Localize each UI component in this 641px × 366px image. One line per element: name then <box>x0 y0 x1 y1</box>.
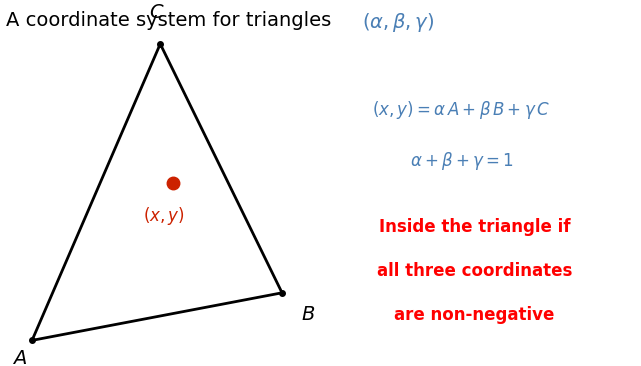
Text: $C$: $C$ <box>149 4 165 22</box>
Text: Inside the triangle if: Inside the triangle if <box>379 218 570 236</box>
Text: $(x, y)$: $(x, y)$ <box>142 205 185 227</box>
Text: $\alpha + \beta + \gamma = 1$: $\alpha + \beta + \gamma = 1$ <box>410 150 513 172</box>
Text: are non-negative: are non-negative <box>394 306 554 324</box>
Text: $B$: $B$ <box>301 306 315 324</box>
Text: A coordinate system for triangles: A coordinate system for triangles <box>6 11 331 30</box>
Text: $A$: $A$ <box>12 350 27 366</box>
Text: all three coordinates: all three coordinates <box>377 262 572 280</box>
Text: $(\alpha, \beta, \gamma)$: $(\alpha, \beta, \gamma)$ <box>362 11 435 34</box>
Text: $(x, y) = \alpha\, A + \beta\, B + \gamma\, C$: $(x, y) = \alpha\, A + \beta\, B + \gamm… <box>372 99 551 121</box>
